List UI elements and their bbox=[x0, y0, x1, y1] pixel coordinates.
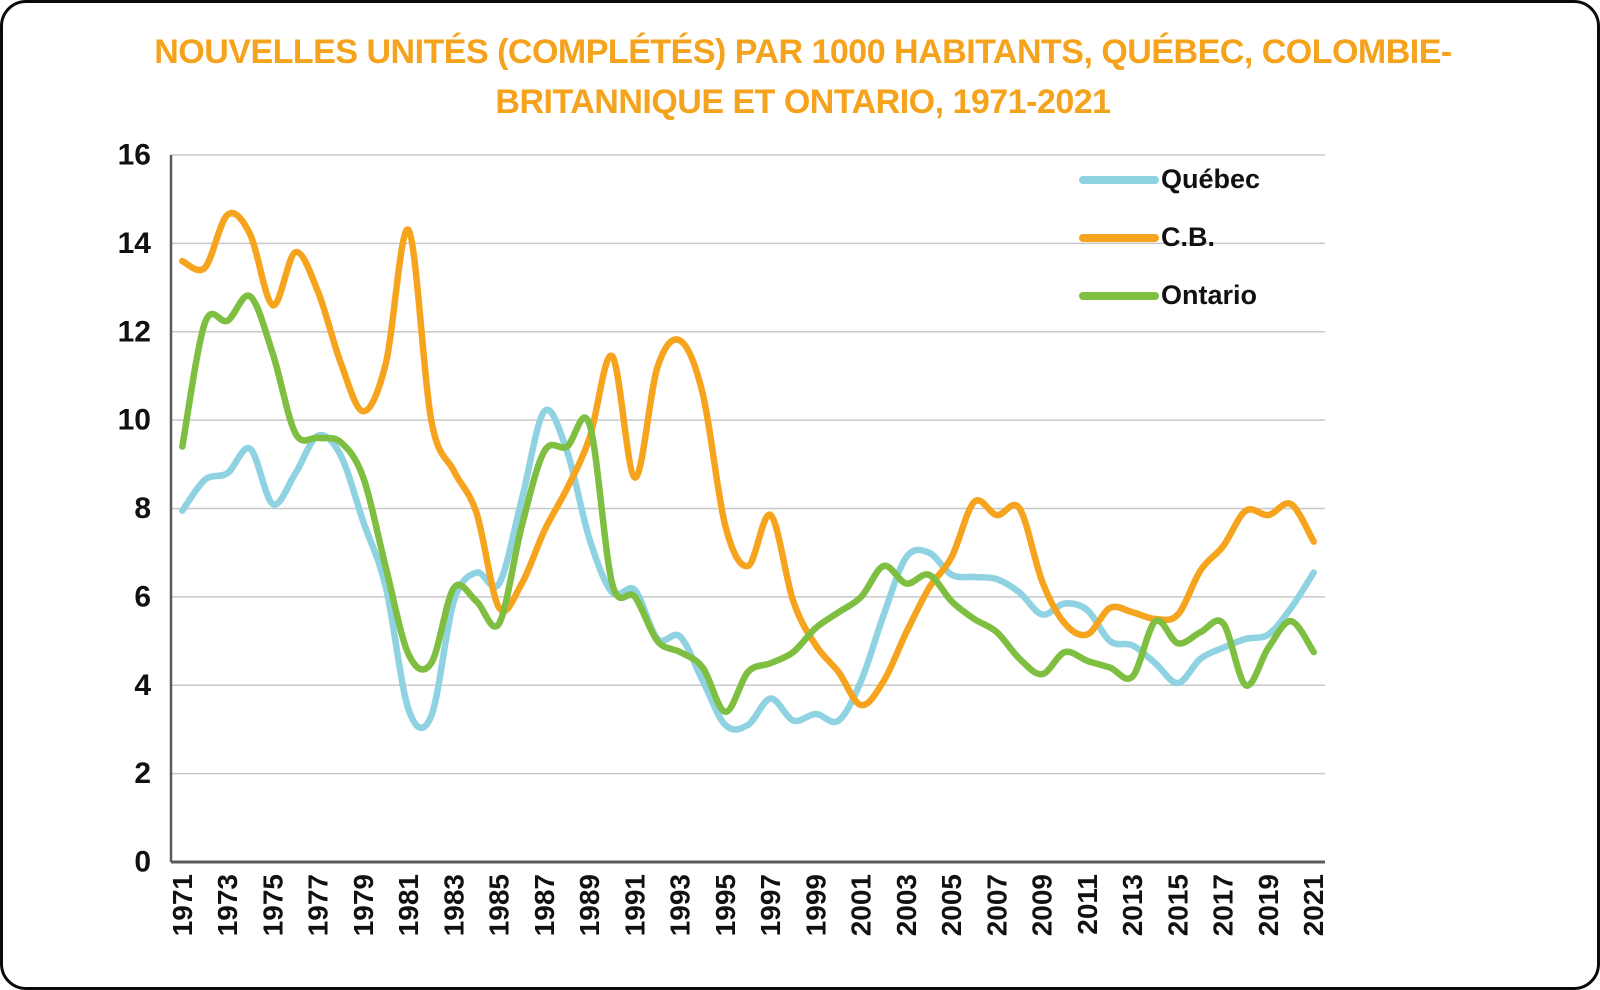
legend-label-cb: C.B. bbox=[1161, 222, 1215, 252]
x-tick-label-2007: 2007 bbox=[981, 874, 1012, 936]
x-tick-label-1975: 1975 bbox=[257, 874, 288, 936]
x-tick-label-2017: 2017 bbox=[1208, 874, 1239, 936]
x-tick-label-1997: 1997 bbox=[755, 874, 786, 936]
y-tick-label-10: 10 bbox=[118, 404, 151, 437]
y-tick-label-4: 4 bbox=[134, 669, 151, 702]
x-tick-label-1995: 1995 bbox=[710, 874, 741, 936]
x-tick-label-1983: 1983 bbox=[438, 874, 469, 936]
y-tick-label-0: 0 bbox=[134, 846, 151, 879]
x-tick-label-1989: 1989 bbox=[574, 874, 605, 936]
x-tick-label-1973: 1973 bbox=[212, 874, 243, 936]
x-tick-label-2005: 2005 bbox=[936, 874, 967, 936]
legend-label-quebec: Québec bbox=[1161, 164, 1261, 194]
quebec-line-swatch bbox=[1079, 175, 1159, 184]
x-tick-label-2011: 2011 bbox=[1072, 874, 1103, 935]
x-tick-label-1977: 1977 bbox=[303, 874, 334, 936]
chart-title-line2: BRITANNIQUE ET ONTARIO, 1971-2021 bbox=[495, 83, 1111, 121]
x-tick-label-1979: 1979 bbox=[348, 874, 379, 936]
x-tick-label-2009: 2009 bbox=[1027, 874, 1058, 936]
x-tick-label-2015: 2015 bbox=[1162, 874, 1193, 936]
y-tick-label-16: 16 bbox=[118, 139, 151, 172]
cb-line-swatch bbox=[1079, 233, 1159, 242]
y-tick-label-6: 6 bbox=[134, 580, 151, 613]
x-tick-label-1981: 1981 bbox=[393, 874, 424, 936]
x-tick-label-1987: 1987 bbox=[529, 874, 560, 936]
chart-title-line1: NOUVELLES UNITÉS (COMPLÉTÉS) PAR 1000 HA… bbox=[154, 33, 1452, 71]
x-tick-label-1991: 1991 bbox=[619, 874, 650, 936]
x-tick-label-2013: 2013 bbox=[1117, 874, 1148, 936]
y-tick-label-2: 2 bbox=[134, 757, 151, 790]
series-line-ontario bbox=[179, 292, 1317, 716]
ontario-line-swatch bbox=[1079, 291, 1159, 300]
x-tick-label-1999: 1999 bbox=[800, 874, 831, 936]
x-tick-label-2021: 2021 bbox=[1298, 874, 1329, 936]
legend-item-quebec: Québec bbox=[1079, 161, 1260, 198]
series-line-c-b bbox=[179, 210, 1317, 709]
y-tick-label-14: 14 bbox=[118, 227, 152, 260]
y-tick-label-12: 12 bbox=[118, 315, 151, 348]
legend-item-cb: C.B. bbox=[1079, 219, 1260, 256]
series-line-qu-bec bbox=[179, 406, 1317, 733]
chart-canvas: 0 2 4 6 8 10 12 14 16 1971 1973 1975 1977 1979 1981 198… bbox=[118, 139, 1330, 937]
y-tick-label-8: 8 bbox=[134, 492, 151, 525]
legend-item-ontario: Ontario bbox=[1079, 277, 1260, 314]
legend-label-ontario: Ontario bbox=[1161, 280, 1258, 310]
legend: Québec C.B. Ontario bbox=[1079, 161, 1260, 314]
chart-title: NOUVELLES UNITÉS (COMPLÉTÉS) PAR 1000 HA… bbox=[83, 27, 1523, 127]
x-tick-label-2001: 2001 bbox=[846, 874, 877, 936]
x-tick-label-2003: 2003 bbox=[891, 874, 922, 936]
x-tick-label-1993: 1993 bbox=[665, 874, 696, 936]
x-tick-label-2019: 2019 bbox=[1253, 874, 1284, 936]
x-tick-label-1985: 1985 bbox=[484, 874, 515, 936]
x-tick-label-1971: 1971 bbox=[167, 874, 198, 936]
